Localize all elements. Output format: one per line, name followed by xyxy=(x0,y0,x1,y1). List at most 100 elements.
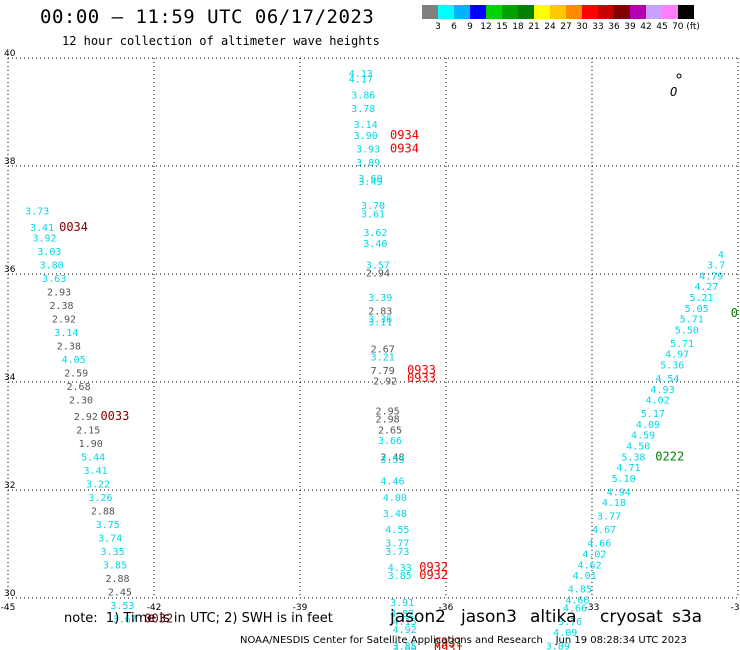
swh-value: 4.18 xyxy=(602,498,626,509)
swh-value: 2.65 xyxy=(378,425,402,436)
swh-value: 2.30 xyxy=(69,396,93,407)
swh-value: 2.59 xyxy=(64,369,88,380)
swh-value: 2.92 xyxy=(373,377,397,388)
swh-value: 4.79 xyxy=(699,271,723,282)
pass-time-label: 0033 xyxy=(100,409,129,423)
swh-value: 3.85 xyxy=(393,641,417,650)
legend-swatch xyxy=(566,5,582,19)
island-outline: O xyxy=(670,73,682,99)
swh-value: 3.39 xyxy=(368,293,392,304)
swh-value: 2.38 xyxy=(49,301,73,312)
swh-value: 3.48 xyxy=(383,509,407,520)
swh-value: 4.09 xyxy=(553,628,577,639)
swh-value: 3.35 xyxy=(101,547,125,558)
swh-value: 3.75 xyxy=(96,520,120,531)
swh-value: 4.85 xyxy=(568,585,592,596)
swh-value: 2.68 xyxy=(67,382,91,393)
swh-value: 4.71 xyxy=(616,463,640,474)
swh-value: 4.01 xyxy=(573,571,597,582)
map-subtitle: 12 hour collection of altimeter wave hei… xyxy=(62,34,380,48)
swh-value: 3.03 xyxy=(37,247,61,258)
swh-value: 2.88 xyxy=(105,574,129,585)
axis-labels: -45-42-39-36-33-30403836343230 xyxy=(1,49,740,613)
lon-tick-label: -42 xyxy=(147,603,162,613)
pass-time-label: 0931 xyxy=(434,636,463,650)
legend-swatch xyxy=(598,5,614,19)
swh-value: 3.86 xyxy=(351,91,375,102)
swh-value: 5.44 xyxy=(81,452,105,463)
swh-value: 2.94 xyxy=(366,269,390,280)
swh-value: 3.22 xyxy=(86,479,110,490)
swh-value: 3.70 xyxy=(361,201,385,212)
lon-tick-label: -45 xyxy=(1,603,16,613)
swh-value: 5.71 xyxy=(670,339,694,350)
legend-tick-label: 15 xyxy=(496,22,508,32)
legend-tick-label: 21 xyxy=(528,22,540,32)
swh-value: 5.21 xyxy=(689,293,713,304)
swh-value: 3.73 xyxy=(25,207,49,218)
swh-value: 3.53 xyxy=(380,455,404,466)
swh-value: 3.66 xyxy=(378,436,402,447)
pass-time-label: 0933 xyxy=(407,363,436,377)
swh-value: 3.78 xyxy=(351,104,375,115)
swh-value: 4.17 xyxy=(349,74,373,85)
legend-swatch xyxy=(678,5,694,19)
lat-tick-label: 36 xyxy=(4,265,16,275)
swh-value: 4.09 xyxy=(636,420,660,431)
legend-tick-label: 18 xyxy=(512,22,524,32)
swh-value: 4.94 xyxy=(607,487,631,498)
legend-swatch xyxy=(438,5,454,19)
graticule xyxy=(7,57,739,599)
swh-value: 5.71 xyxy=(680,315,704,326)
swh-value: 3.77 xyxy=(385,539,409,550)
swh-value: 4.55 xyxy=(385,525,409,536)
legend-tick-label: 39 xyxy=(624,22,636,32)
swh-value: 4.59 xyxy=(631,431,655,442)
swh-value: 4.66 xyxy=(563,604,587,615)
satellite-s3a: s3a xyxy=(672,607,703,627)
legend-tick-label: 36 xyxy=(608,22,620,32)
color-swatches xyxy=(422,5,694,19)
lat-tick-label: 34 xyxy=(4,373,16,383)
swh-value: 4.27 xyxy=(694,282,718,293)
legend-tick-label: 30 xyxy=(576,22,588,32)
pass-time-label: 0934 xyxy=(390,142,419,156)
swh-values: 3.733.413.923.033.803.632.932.382.923.14… xyxy=(25,69,725,650)
swh-value: 4.82 xyxy=(390,609,414,620)
swh-value: 2.93 xyxy=(47,288,71,299)
swh-value: 4.97 xyxy=(665,350,689,361)
swh-value: 3.60 xyxy=(359,174,383,185)
pass-time-label: 0034 xyxy=(59,220,88,234)
legend-swatch xyxy=(502,5,518,19)
swh-value: 4.67 xyxy=(592,525,616,536)
pass-time-label: 0931 xyxy=(434,641,463,650)
legend-tick-label: 6 xyxy=(451,22,457,32)
swh-value: 3.14 xyxy=(54,328,78,339)
legend-tick-label: 24 xyxy=(544,22,556,32)
swh-value: 3.36 xyxy=(368,315,392,326)
pass-time-labels: 0034093409340033093309330932093209310931… xyxy=(59,128,738,650)
satellite-jason3: jason3 xyxy=(461,607,517,627)
swh-value: 3.14 xyxy=(354,120,378,131)
swh-value: 3.7 xyxy=(707,261,725,272)
pass-time-label: 0933 xyxy=(407,371,436,385)
swh-value: 4.15 xyxy=(393,617,417,628)
legend-swatch xyxy=(550,5,566,19)
swh-value: 4.02 xyxy=(646,396,670,407)
legend-tick-label: 9 xyxy=(467,22,473,32)
swh-value: 2.88 xyxy=(91,506,115,517)
lon-tick-label: -30 xyxy=(731,603,740,613)
swh-value: 2.15 xyxy=(76,425,100,436)
swh-value: 3.77 xyxy=(597,512,621,523)
generated-time: Jun 19 08:28:34 UTC 2023 xyxy=(555,635,687,646)
swh-value: 3.91 xyxy=(390,598,414,609)
swh-value: 4 xyxy=(718,250,724,261)
swh-value: 3.57 xyxy=(366,261,390,272)
swh-value: 2.92 xyxy=(74,412,98,423)
swh-value: 3.80 xyxy=(40,261,64,272)
legend-tick-label: 27 xyxy=(560,22,572,32)
swh-value: 3.85 xyxy=(103,560,127,571)
legend-swatch xyxy=(582,5,598,19)
swh-value: 3.63 xyxy=(42,274,66,285)
